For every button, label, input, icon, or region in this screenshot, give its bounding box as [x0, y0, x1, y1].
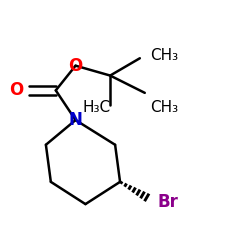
Text: O: O — [68, 57, 83, 75]
Text: H₃C: H₃C — [82, 100, 110, 115]
Text: CH₃: CH₃ — [150, 100, 178, 115]
Text: CH₃: CH₃ — [150, 48, 178, 63]
Text: O: O — [10, 82, 24, 100]
Text: Br: Br — [157, 193, 178, 211]
Text: N: N — [68, 111, 82, 129]
